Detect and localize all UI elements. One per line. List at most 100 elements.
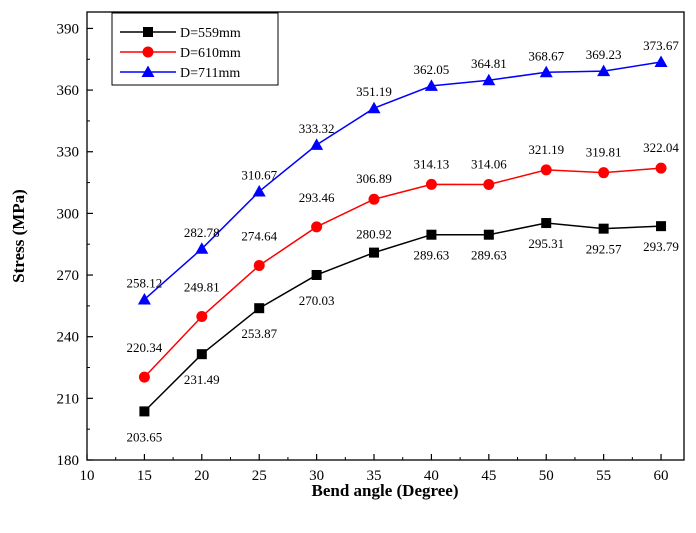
- data-label: 319.81: [586, 145, 622, 160]
- data-point: [196, 349, 207, 360]
- y-tick-label: 240: [57, 330, 80, 346]
- data-label: 364.81: [471, 56, 507, 71]
- data-point: [540, 164, 552, 176]
- data-label: 292.57: [586, 242, 622, 257]
- x-tick-label: 45: [481, 468, 496, 484]
- data-label: 351.19: [356, 84, 392, 99]
- series-circle: 220.34 249.81 274.64 293.46 306.89 314.13 314.…: [127, 140, 679, 383]
- data-point: [252, 184, 266, 197]
- data-point: [483, 229, 494, 240]
- data-point: [253, 260, 265, 272]
- data-point: [482, 73, 496, 86]
- x-axis-title: Bend angle (Degree): [312, 481, 459, 500]
- y-tick-label: 300: [57, 206, 80, 222]
- data-label: 293.46: [299, 190, 335, 205]
- data-point: [424, 79, 438, 91]
- data-label: 314.13: [414, 156, 450, 171]
- x-tick-label: 35: [367, 468, 382, 484]
- plot-frame: [86, 11, 685, 461]
- data-point: [425, 178, 437, 190]
- x-tick-label: 20: [194, 468, 209, 484]
- x-tick-label: 15: [137, 468, 152, 484]
- series-line: [143, 167, 662, 378]
- data-label: 270.03: [299, 293, 335, 308]
- data-point: [196, 311, 208, 323]
- data-label: 280.92: [356, 227, 392, 242]
- data-label: 295.31: [528, 236, 564, 251]
- series-square: 203.65 231.49 253.87 270.03 280.92 289.63 289.…: [127, 218, 679, 444]
- legend: D=559mm D=610mm D=711mm: [111, 12, 279, 86]
- legend-item: D=610mm: [120, 46, 241, 61]
- data-label: 231.49: [184, 372, 220, 387]
- y-tick-label: 180: [57, 453, 80, 469]
- data-point: [483, 179, 495, 191]
- data-point: [541, 218, 552, 229]
- y-tick-label: 330: [57, 145, 80, 161]
- legend-item: D=559mm: [120, 26, 241, 41]
- data-label: 203.65: [127, 429, 163, 444]
- data-label: 321.19: [528, 142, 564, 157]
- data-label: 289.63: [471, 248, 507, 263]
- x-tick-label: 60: [654, 468, 669, 484]
- data-point: [311, 221, 323, 233]
- data-label: 258.12: [127, 275, 163, 290]
- y-tick-label: 210: [57, 391, 80, 407]
- data-label: 289.63: [414, 248, 450, 263]
- legend-item: D=711mm: [120, 65, 240, 81]
- data-label: 333.32: [299, 121, 335, 136]
- series-line: [143, 222, 662, 412]
- legend-label: D=610mm: [180, 46, 241, 61]
- legend-marker: [143, 27, 153, 37]
- data-point: [598, 223, 609, 234]
- series-triangle: 258.12 282.78 310.67 333.32 351.19 362.05 364.…: [127, 38, 679, 305]
- data-point: [139, 406, 150, 417]
- data-point: [367, 101, 381, 114]
- data-label: 314.06: [471, 157, 507, 172]
- data-point: [426, 229, 437, 240]
- x-tick-label: 30: [309, 468, 324, 484]
- data-point: [369, 247, 380, 258]
- legend-label: D=559mm: [180, 26, 241, 41]
- y-tick-label: 360: [57, 83, 80, 99]
- data-point: [254, 303, 265, 314]
- data-label: 274.64: [241, 229, 277, 244]
- data-label: 322.04: [643, 140, 679, 155]
- y-axis-title: Stress (MPa): [9, 189, 28, 283]
- y-tick-label: 270: [57, 268, 80, 284]
- data-point: [138, 371, 150, 383]
- data-label: 249.81: [184, 280, 220, 295]
- data-label: 369.23: [586, 47, 622, 62]
- data-point: [655, 162, 667, 174]
- data-label: 368.67: [528, 48, 564, 63]
- data-label: 293.79: [643, 239, 679, 254]
- legend-label: D=711mm: [180, 66, 240, 81]
- data-point: [654, 55, 668, 67]
- data-label: 362.05: [414, 62, 450, 77]
- data-point: [311, 269, 322, 280]
- x-tick-label: 50: [539, 468, 554, 484]
- data-label: 282.78: [184, 225, 220, 240]
- data-label: 373.67: [643, 38, 679, 53]
- data-point: [368, 193, 380, 205]
- legend-marker: [141, 65, 155, 77]
- series-line: [143, 61, 662, 301]
- data-point: [539, 65, 553, 78]
- legend-marker: [142, 46, 154, 58]
- x-tick-label: 55: [596, 468, 611, 484]
- y-tick-label: 390: [57, 21, 80, 37]
- data-point: [137, 292, 151, 305]
- series-layer: 203.65 231.49 253.87 270.03 280.92 289.63 289.…: [127, 38, 680, 444]
- x-tick-label: 25: [252, 468, 267, 484]
- legend-box: [111, 12, 279, 86]
- data-label: 220.34: [127, 340, 163, 355]
- data-point: [310, 138, 324, 150]
- data-point: [656, 221, 667, 232]
- data-label: 253.87: [241, 326, 277, 341]
- data-label: 310.67: [241, 167, 277, 182]
- data-point: [597, 64, 611, 77]
- x-tick-label: 40: [424, 468, 439, 484]
- data-point: [598, 167, 610, 179]
- axes: 10 15 20 25 30 35 40 45 50 55 60 180 210 240 270 300 330…: [57, 21, 669, 484]
- x-tick-label: 10: [80, 468, 95, 484]
